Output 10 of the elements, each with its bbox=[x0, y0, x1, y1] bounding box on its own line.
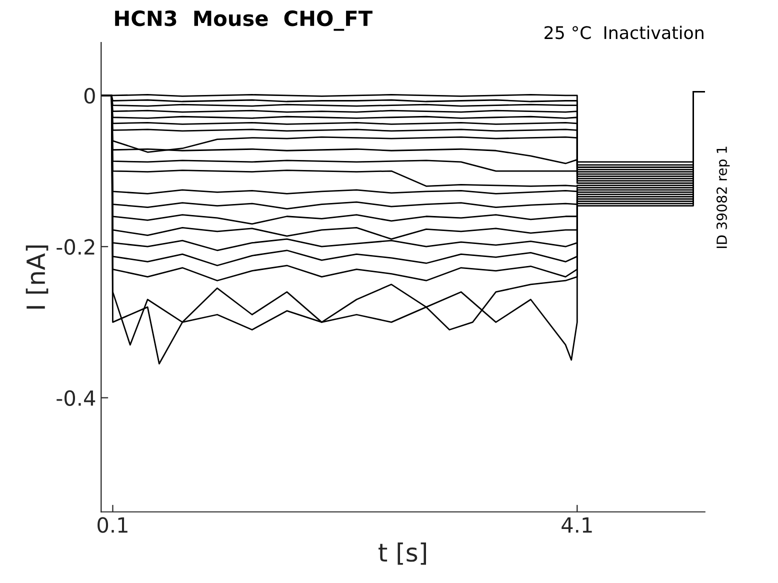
y-axis-title: I [nA] bbox=[26, 245, 48, 309]
text: 25 °C Inactivation bbox=[544, 26, 704, 40]
text: ID 39082 rep 1 bbox=[716, 146, 730, 248]
y-tick-label: 0 bbox=[84, 88, 95, 104]
y-tick-label: -0.2 bbox=[56, 239, 94, 255]
y-tick-label: -0.4 bbox=[56, 390, 96, 406]
x-axis-title: t [s] bbox=[378, 542, 426, 565]
chart-title: HCN3 Mouse CHO_FT bbox=[115, 10, 372, 31]
x-tick-label: 0.1 bbox=[98, 517, 128, 533]
x-tick-label: 4.1 bbox=[562, 517, 592, 533]
